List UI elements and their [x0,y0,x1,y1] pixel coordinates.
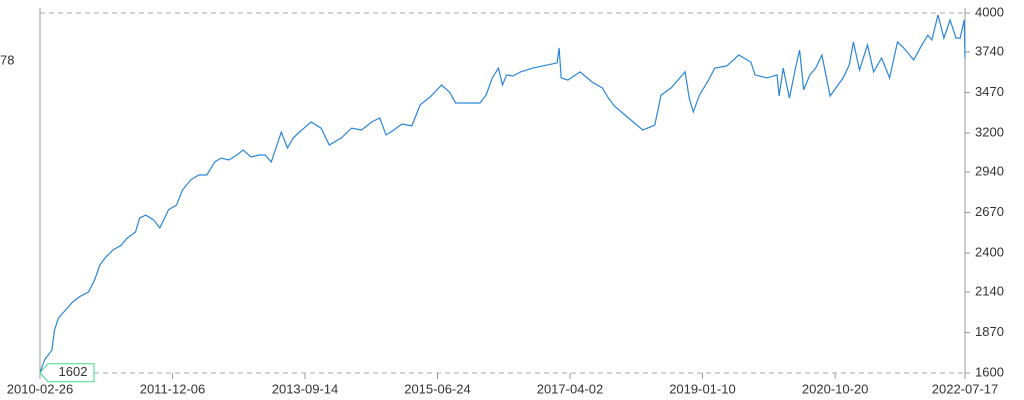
y-tick-label: 2400 [975,244,1004,259]
value-tag [39,363,95,383]
y-tick-label: 2670 [975,204,1004,219]
x-tick-label: 2020-10-20 [802,381,869,396]
y-tick-label: 1870 [975,324,1004,339]
value-label: 1602 [59,364,88,379]
x-tick-label: 2022-07-17 [932,381,999,396]
x-tick-label: 2013-09-14 [272,381,339,396]
y-tick-label: 2140 [975,283,1004,298]
y-tick-label: 4000 [975,4,1004,19]
x-tick-label: 2010-02-26 [7,381,74,396]
value-label: 3678 [0,53,14,68]
x-tick-label: 2011-12-06 [140,381,206,396]
y-tick-label: 3470 [975,84,1004,99]
y-tick-label: 3740 [975,43,1004,58]
y-tick-label: 3200 [975,124,1004,139]
y-tick-label: 2940 [975,163,1004,178]
x-tick-label: 2017-04-02 [537,381,604,396]
x-tick-label: 2015-06-24 [404,381,471,396]
line [39,14,966,373]
x-tick-label: 2019-01-10 [669,381,736,396]
y-tick-label: 1600 [975,364,1004,379]
